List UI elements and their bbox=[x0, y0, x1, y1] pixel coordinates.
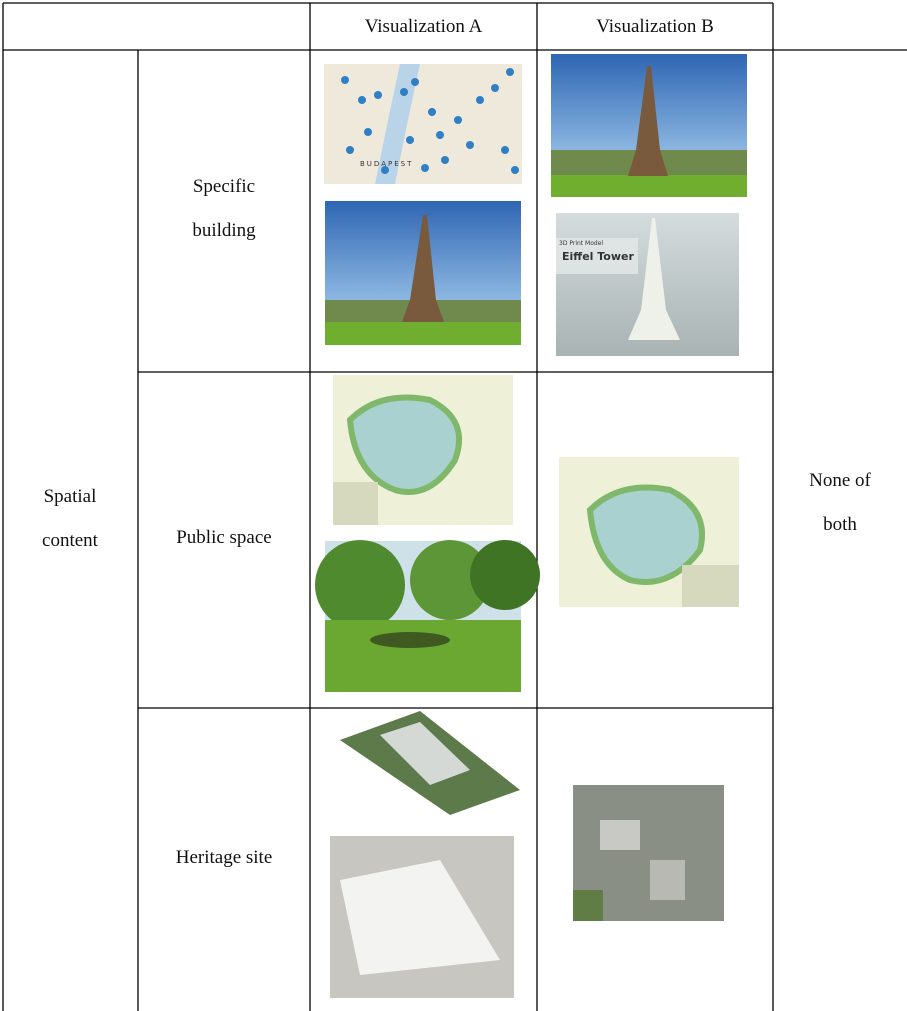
row-label: Heritage site bbox=[175, 847, 273, 868]
column-header: Visualization A bbox=[364, 16, 483, 37]
image-site-render bbox=[324, 711, 523, 820]
row-label: Specific building bbox=[192, 176, 256, 241]
image-park-map bbox=[333, 375, 513, 525]
image-text: 3D Print Model bbox=[559, 240, 603, 247]
image-aerial-photo bbox=[573, 785, 724, 921]
image-site-map bbox=[330, 836, 514, 998]
row-label: Public space bbox=[176, 527, 272, 548]
none-label: None of both bbox=[809, 470, 871, 535]
column-header: Visualization B bbox=[596, 16, 714, 37]
row-group-label: Spatial content bbox=[42, 486, 98, 551]
image-eiffel-photo bbox=[551, 54, 747, 197]
image-park-map bbox=[559, 457, 739, 607]
image-city-map: BUDAPEST bbox=[324, 64, 522, 184]
image-eiffel-photo bbox=[325, 201, 521, 345]
image-text: Eiffel Tower bbox=[562, 250, 634, 263]
image-3d-model: 3D Print Model Eiffel Tower bbox=[556, 213, 739, 356]
image-park-photo bbox=[315, 540, 540, 692]
image-text: BUDAPEST bbox=[360, 160, 413, 168]
